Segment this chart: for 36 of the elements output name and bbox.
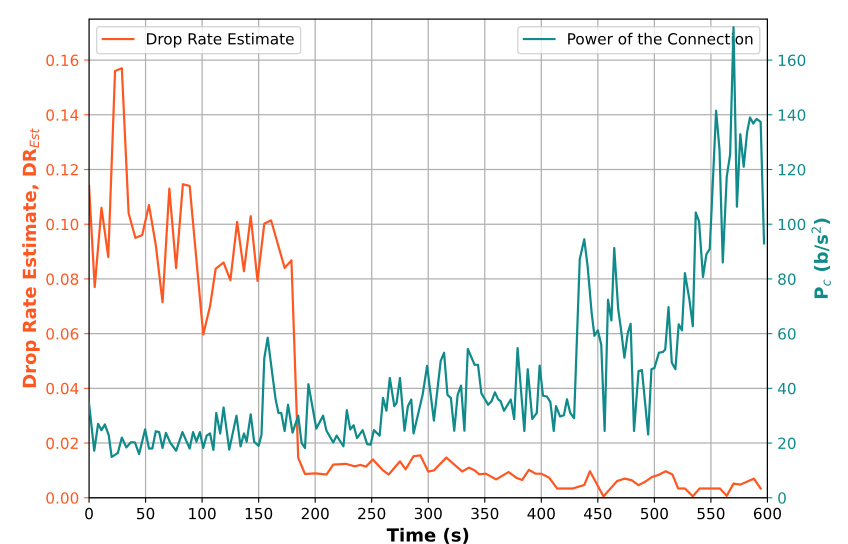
y-tick-label: 0.04 <box>46 382 78 394</box>
y2-axis-title: P$_{c}$ (b/s$^{2}$) <box>811 218 831 298</box>
y-tick-label: 0.12 <box>46 164 78 176</box>
x-tick-label: 450 <box>584 508 612 520</box>
y2-tick-label: 0 <box>778 492 786 504</box>
x-tick-label: 50 <box>137 508 154 520</box>
y-tick-label: 0.08 <box>46 273 78 285</box>
y-tick-label: 0.06 <box>46 328 78 340</box>
y2-tick-label: 80 <box>778 273 796 285</box>
x-tick-label: 100 <box>189 508 216 520</box>
x-tick-label: 0 <box>85 508 93 520</box>
y-tick-label: 0.02 <box>46 438 78 450</box>
x-tick-label: 350 <box>471 508 498 520</box>
y-tick-label: 0.00 <box>46 492 78 504</box>
y-tick-label: 0.14 <box>46 109 78 121</box>
y2-tick-label: 60 <box>778 328 796 340</box>
y-axis-title: Drop Rate Estimate, DR$_{Est}$ <box>22 128 40 388</box>
x-tick-label: 600 <box>754 508 782 520</box>
y-tick-label: 0.10 <box>46 218 78 230</box>
x-tick-label: 550 <box>698 508 724 520</box>
y-tick-label: 0.16 <box>46 54 78 66</box>
y2-tick-label: 120 <box>778 164 806 176</box>
y2-tick-label: 140 <box>778 109 806 121</box>
x-tick-label: 300 <box>414 508 442 520</box>
y2-tick-label: 160 <box>778 54 806 66</box>
x-tick-label: 250 <box>358 508 386 520</box>
x-tick-label: 400 <box>527 508 555 520</box>
legend-label: Drop Rate Estimate <box>147 32 294 48</box>
x-axis-title: Time (s) <box>386 528 468 544</box>
y2-tick-label: 20 <box>778 438 796 450</box>
x-tick-label: 150 <box>246 508 272 520</box>
y2-tick-label: 100 <box>778 218 806 230</box>
line-series <box>89 26 766 458</box>
y2-tick-label: 40 <box>778 382 796 394</box>
x-tick-label: 500 <box>640 508 668 520</box>
x-tick-label: 200 <box>302 508 329 520</box>
